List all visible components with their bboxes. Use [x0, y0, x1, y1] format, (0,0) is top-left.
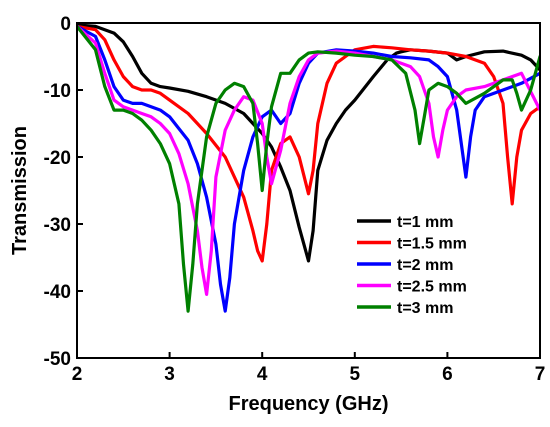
- legend-label-2: t=1.5 mm: [397, 236, 467, 253]
- y-tick-label: -10: [44, 81, 71, 102]
- x-tick-label: 5: [350, 364, 361, 385]
- x-tick-label: 2: [72, 364, 83, 385]
- ticks-layer: 2 3 4 5 6 7 0 -10 -20 -30 -40 -50: [44, 14, 546, 385]
- x-tick-label: 4: [257, 364, 268, 385]
- series-line-4: [77, 24, 540, 296]
- legend: t=1 mm t=1.5 mm t=2 mm t=2.5 mm t=3 mm: [357, 214, 467, 317]
- y-tick-label: -50: [44, 349, 71, 370]
- series-line-2: [77, 24, 540, 263]
- legend-label-4: t=2.5 mm: [397, 279, 467, 296]
- y-axis-label: Transmission: [9, 126, 31, 255]
- x-axis-label: Frequency (GHz): [228, 393, 388, 415]
- legend-label-5: t=3 mm: [397, 300, 453, 317]
- plot-frame: [76, 22, 541, 359]
- series-line-3: [77, 24, 540, 313]
- legend-label-3: t=2 mm: [397, 257, 453, 274]
- x-tick-label: 3: [164, 364, 175, 385]
- y-tick-label: -20: [44, 148, 71, 169]
- y-tick-label: -30: [44, 215, 71, 236]
- series-layer: [77, 23, 540, 313]
- x-tick-label: 7: [535, 364, 546, 385]
- y-tick-label: -40: [44, 282, 71, 303]
- legend-label-1: t=1 mm: [397, 214, 453, 231]
- y-tick-label: 0: [60, 14, 71, 35]
- series-line-5: [77, 24, 540, 313]
- x-tick-label: 6: [442, 364, 453, 385]
- series-line-1: [77, 23, 540, 263]
